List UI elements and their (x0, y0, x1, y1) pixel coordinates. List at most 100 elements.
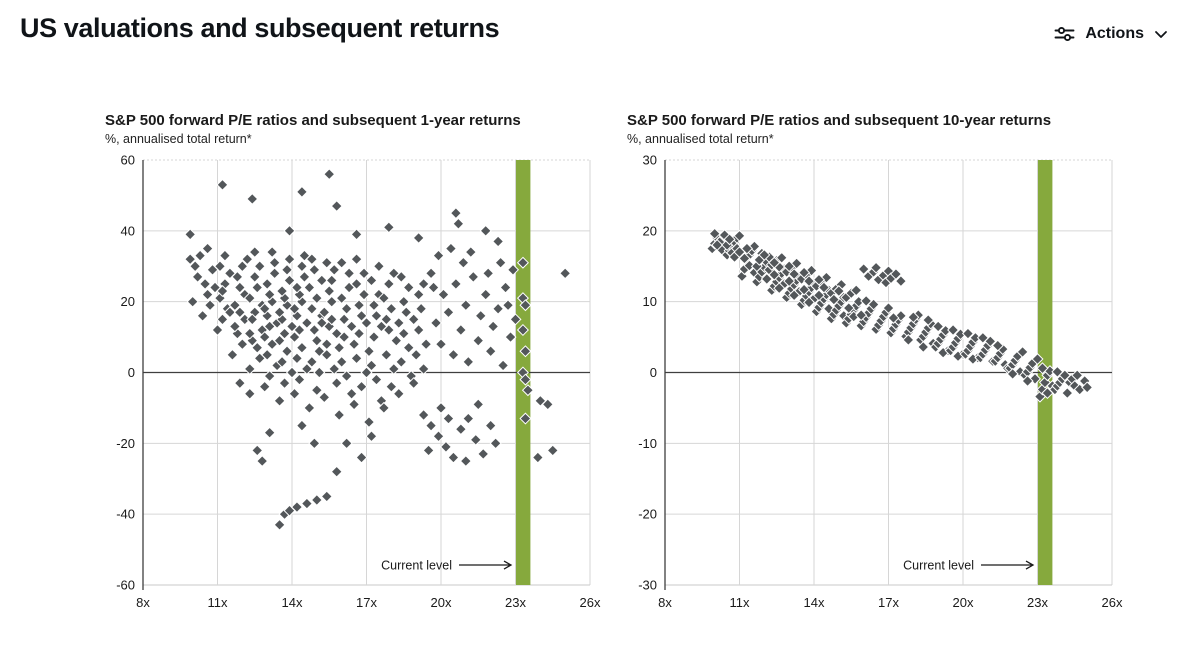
data-point (283, 224, 296, 237)
x-tick-label: 17x (356, 595, 377, 610)
data-point (459, 455, 472, 468)
data-point (251, 341, 264, 354)
data-point (798, 266, 811, 279)
actions-label: Actions (1085, 25, 1144, 42)
data-point (313, 345, 326, 358)
data-point (402, 281, 415, 294)
data-point (531, 451, 544, 464)
data-point (345, 320, 358, 333)
data-point (425, 267, 438, 280)
data-point (281, 345, 294, 358)
data-point (788, 268, 801, 281)
data-point (290, 501, 303, 514)
data-point (377, 401, 390, 414)
actions-button[interactable]: Actions (1048, 20, 1174, 48)
data-point (201, 242, 214, 255)
data-point (325, 274, 338, 287)
data-point (315, 274, 328, 287)
data-point (449, 277, 462, 290)
data-point (1071, 369, 1084, 382)
data-point (397, 295, 410, 308)
data-point (263, 426, 276, 439)
data-point (922, 314, 935, 327)
y-tick-label: -20 (116, 436, 135, 451)
chart-subtitle-10y: %, annualised total return* (627, 132, 774, 146)
x-tick-label: 17x (878, 595, 899, 610)
x-tick-label: 11x (730, 595, 750, 610)
data-point (464, 246, 477, 259)
data-point (261, 348, 274, 361)
data-point (509, 313, 522, 326)
data-point (723, 233, 736, 246)
data-point (330, 200, 343, 213)
data-point (434, 401, 448, 414)
data-point (184, 253, 197, 266)
data-point (268, 267, 281, 280)
data-point (449, 207, 462, 220)
data-point (477, 447, 490, 460)
data-point (273, 306, 286, 319)
chevron-down-icon (1154, 30, 1168, 39)
data-point (295, 185, 308, 198)
data-point (335, 292, 348, 305)
data-point (211, 323, 224, 337)
data-point (209, 281, 222, 294)
data-point (333, 408, 346, 422)
data-point (412, 231, 425, 244)
data-point (281, 263, 294, 276)
data-point (454, 423, 467, 436)
data-point (1016, 345, 1029, 358)
data-point (196, 309, 209, 322)
data-point (882, 302, 895, 315)
data-point (907, 311, 920, 324)
data-point (377, 292, 390, 305)
data-point (447, 348, 460, 361)
data-point (1006, 367, 1019, 380)
data-point (305, 302, 318, 315)
data-point (233, 377, 246, 390)
data-point (454, 323, 467, 337)
x-tick-label: 14x (282, 595, 303, 610)
data-point (340, 302, 353, 315)
data-point (355, 309, 368, 322)
data-point (947, 323, 960, 337)
data-point (335, 256, 348, 269)
data-point (243, 387, 256, 400)
data-point (991, 339, 1004, 352)
data-point (452, 217, 465, 230)
data-point (422, 444, 435, 457)
data-point (365, 274, 378, 287)
data-point (1031, 353, 1044, 366)
data-point (711, 238, 724, 252)
data-point (350, 253, 363, 266)
data-point (1081, 381, 1094, 394)
data-point (395, 270, 408, 283)
data-point (492, 235, 505, 248)
data-point (201, 288, 214, 301)
data-point (310, 334, 323, 347)
data-point (305, 253, 318, 266)
data-point (253, 260, 266, 273)
data-point (442, 412, 455, 425)
data-point (474, 309, 487, 322)
data-point (288, 387, 301, 400)
data-point (290, 352, 303, 365)
data-point (258, 380, 271, 393)
data-point (308, 323, 321, 337)
data-point (213, 260, 226, 273)
chart-1y-returns: S&P 500 forward P/E ratios and subsequen… (98, 112, 603, 623)
data-point (870, 261, 883, 274)
data-point (340, 370, 353, 383)
chart-title-1y: S&P 500 forward P/E ratios and subsequen… (105, 112, 521, 129)
data-point (417, 277, 430, 290)
y-tick-label: -40 (116, 507, 135, 522)
sliders-icon (1054, 24, 1075, 44)
data-point (288, 331, 301, 344)
data-point (385, 380, 398, 393)
data-point (457, 256, 470, 269)
data-point (447, 451, 460, 464)
y-tick-label: 0 (650, 365, 657, 380)
data-point (462, 355, 475, 368)
data-point (365, 359, 378, 372)
data-point (370, 309, 383, 322)
